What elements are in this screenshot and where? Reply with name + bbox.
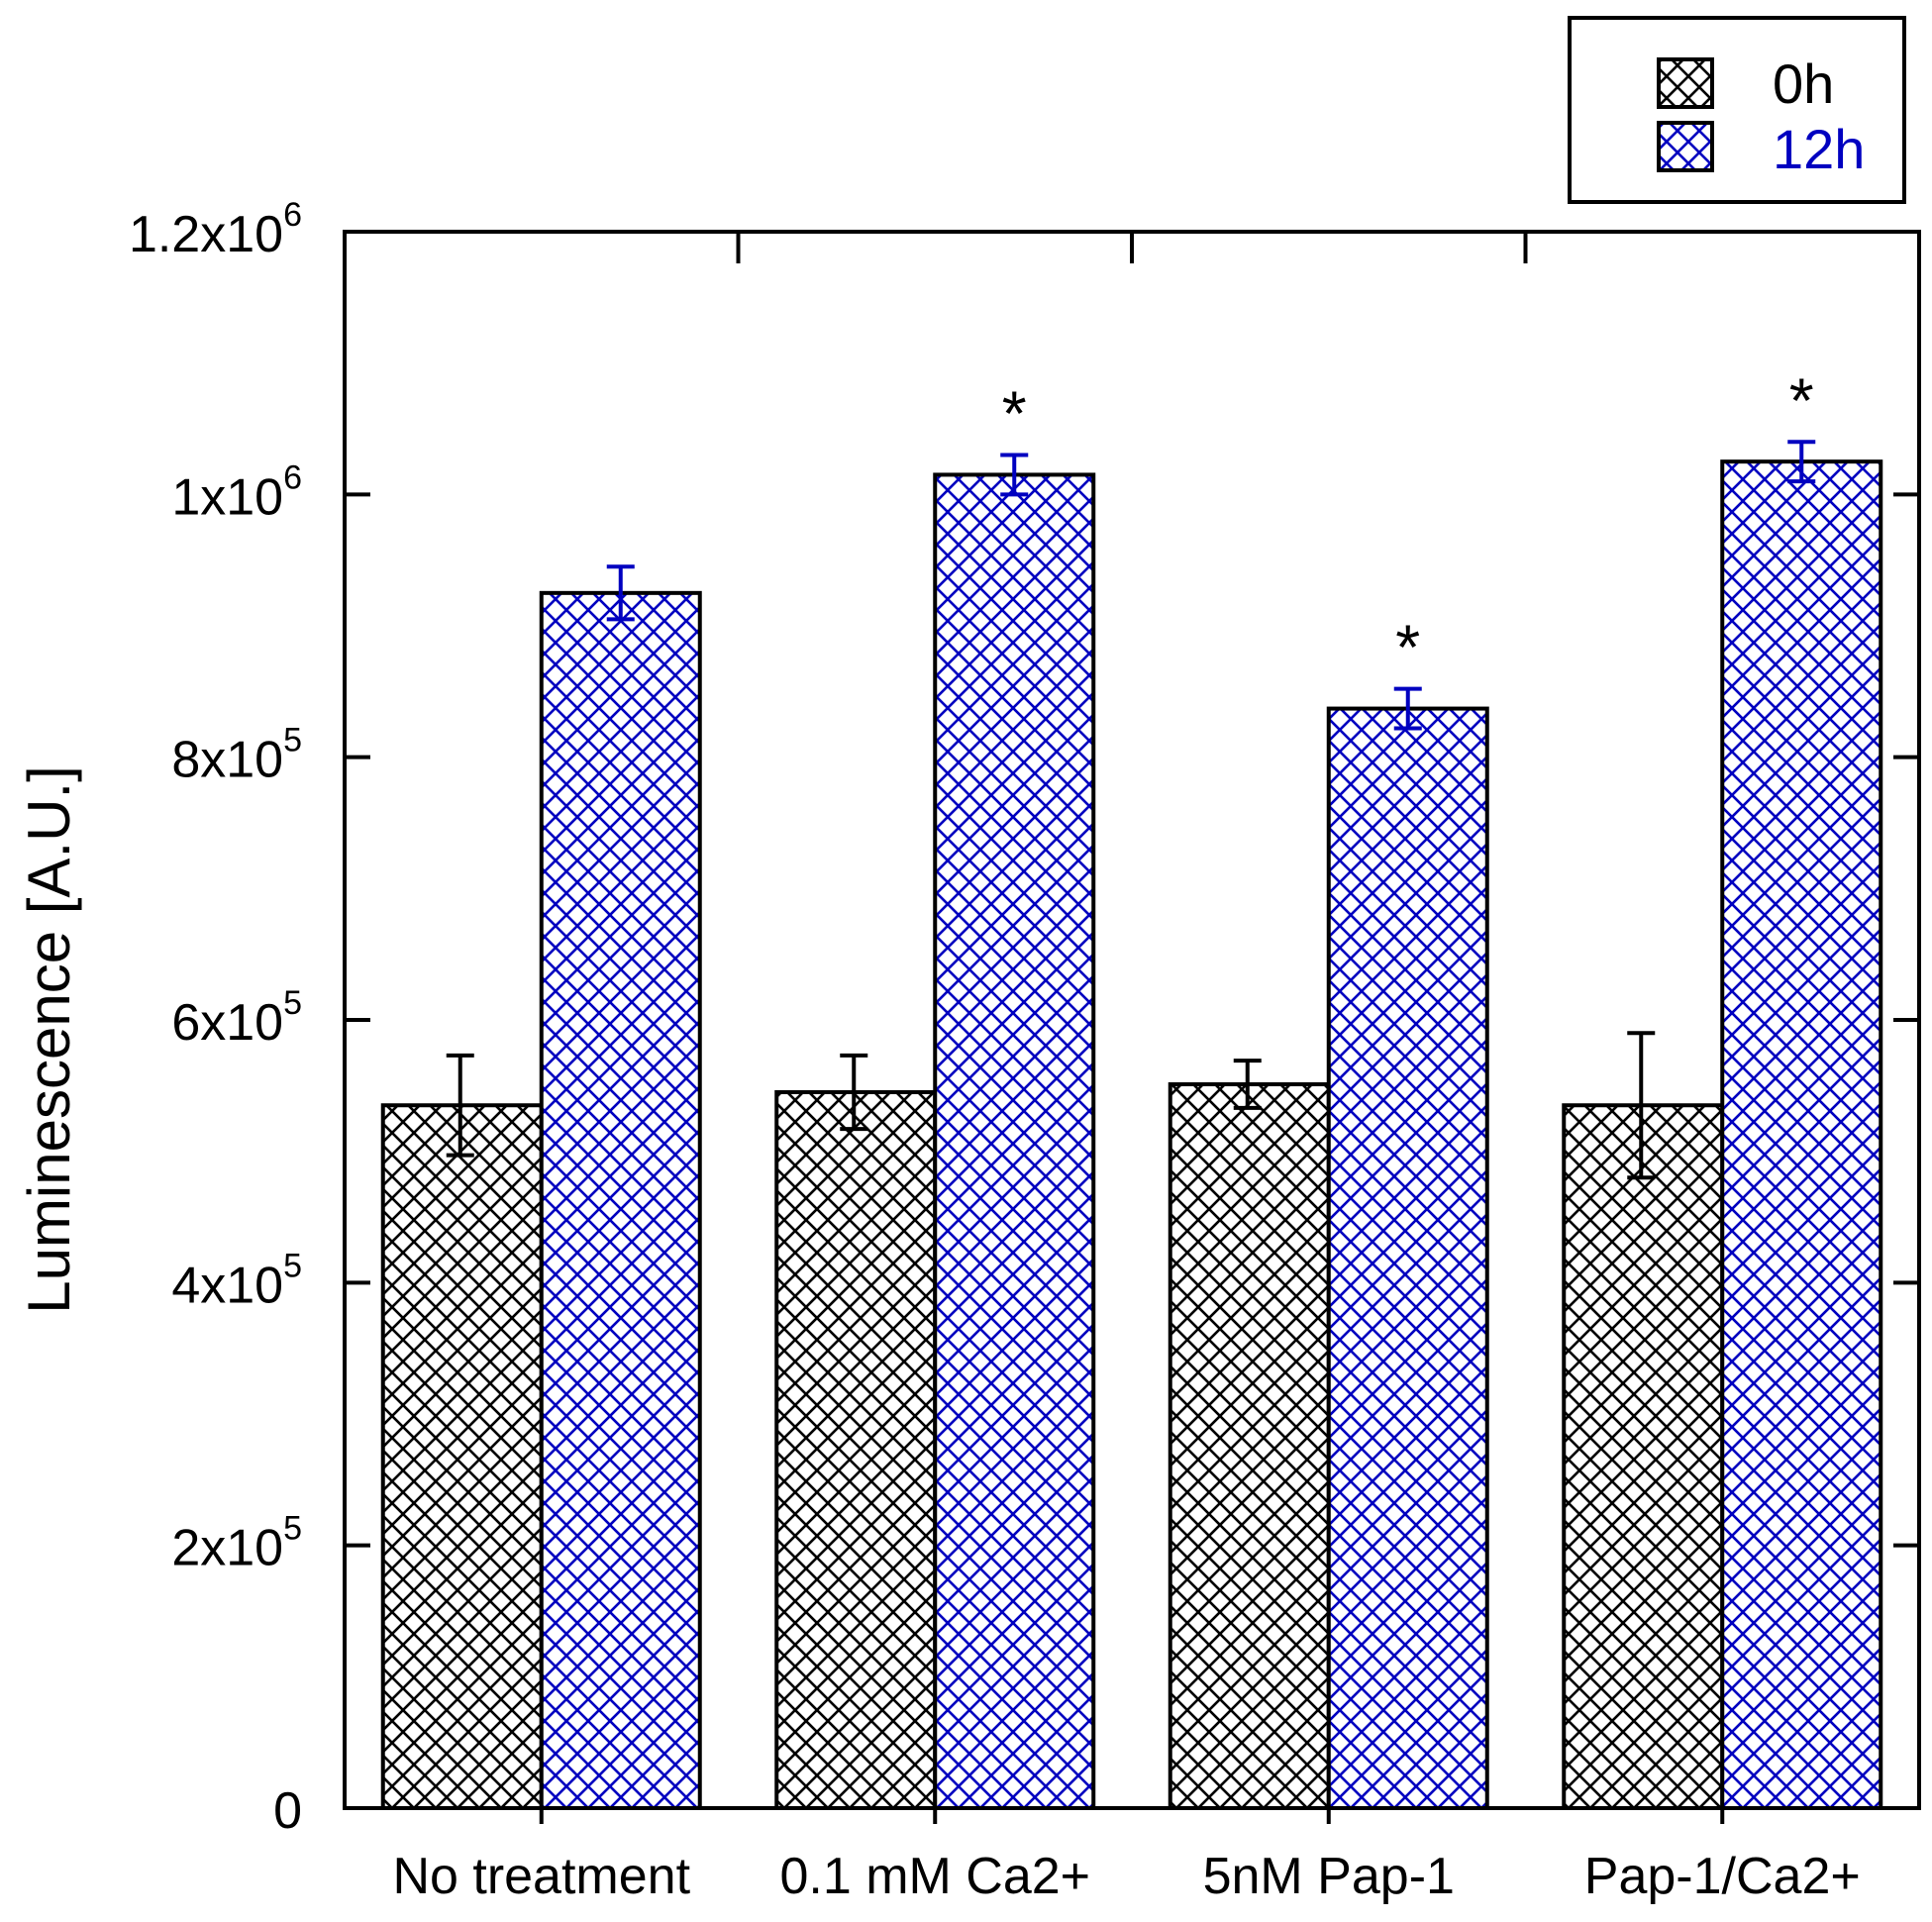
legend-label-0h: 0h <box>1773 52 1834 115</box>
legend-label-12h: 12h <box>1773 118 1865 180</box>
x-category-label: 5nM Pap-1 <box>1203 1848 1455 1905</box>
bar-12h-3 <box>1720 459 1883 1811</box>
bar-0h-2 <box>1168 1082 1331 1811</box>
y-tick-label: 4x105 <box>171 1247 302 1314</box>
legend-box <box>1568 16 1906 204</box>
bar-12h-1 <box>933 472 1096 1810</box>
significance-star: * <box>1002 378 1027 450</box>
x-category-label: No treatment <box>392 1848 690 1905</box>
y-tick-label: 6x105 <box>171 984 302 1052</box>
bar-12h-0 <box>539 590 702 1810</box>
y-tick-label: 2x105 <box>171 1510 302 1577</box>
bar-0h-0 <box>380 1103 544 1810</box>
bar-12h-2 <box>1326 706 1489 1811</box>
bar-0h-3 <box>1562 1103 1725 1810</box>
x-category-label: 0.1 mM Ca2+ <box>779 1848 1090 1905</box>
legend: 0h 12h <box>1568 16 1906 204</box>
bars <box>380 459 1883 1811</box>
significance-star: * <box>1395 612 1420 683</box>
error-bars <box>446 440 1816 1180</box>
y-axis-label: Luminescence [A.U.] <box>16 765 82 1314</box>
legend-swatch-0h <box>1657 57 1714 109</box>
legend-swatch-12h <box>1657 121 1714 172</box>
y-tick-labels: 0 2x105 4x105 6x105 8x105 1x106 1.2x106 <box>129 196 302 1840</box>
bar-0h-1 <box>774 1089 938 1810</box>
axis-ticks <box>345 230 1919 1824</box>
x-category-label: Pap-1/Ca2+ <box>1584 1848 1861 1905</box>
y-tick-label: 1.2x106 <box>129 196 302 263</box>
x-category-labels: No treatment 0.1 mM Ca2+ 5nM Pap-1 Pap-1/Ca… <box>392 1848 1860 1905</box>
significance-star: * <box>1789 364 1814 436</box>
y-tick-label: 1x106 <box>171 458 302 526</box>
significance-markers: * * * <box>1002 364 1814 682</box>
y-tick-label: 8x105 <box>171 722 302 789</box>
y-tick-label: 0 <box>273 1782 302 1840</box>
